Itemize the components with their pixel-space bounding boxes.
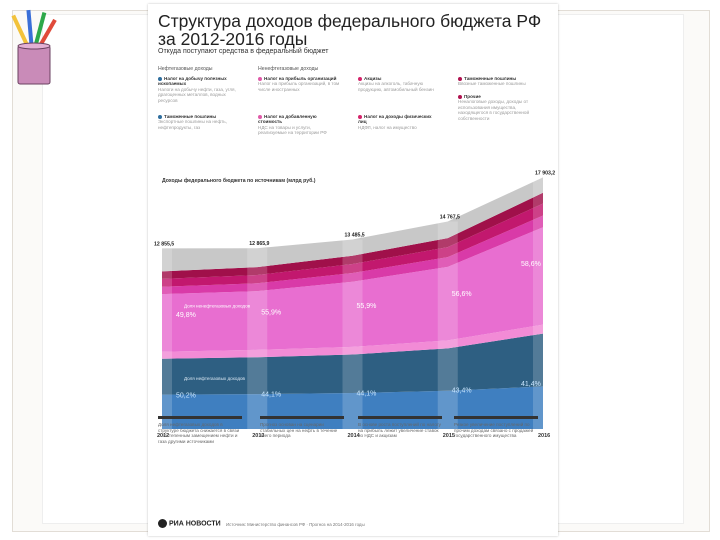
legend-item-note: Ввозные таможенные пошлины	[458, 81, 526, 87]
legend-non-oil-gas-header: Ненефтегазовые доходы	[258, 66, 319, 72]
area-series-0	[162, 386, 543, 429]
year-label: 2014	[348, 433, 361, 439]
oil-gas-share-label: 43,4%	[452, 388, 472, 395]
oil-gas-caption: Доля нефтегазовых доходов	[184, 376, 246, 381]
legend-dot-icon	[458, 94, 462, 99]
legend-item-note: Налог на прибыль организаций, в том числ…	[258, 81, 340, 92]
legend-item-note: Акцизы на алкоголь, табачную продукцию, …	[358, 81, 434, 92]
legend-item-nds: Налог на добавленную стоимость НДС на тов…	[258, 114, 340, 136]
legend-dot-icon	[258, 76, 262, 81]
total-label: 17 903,2	[535, 170, 555, 176]
year-column	[152, 248, 172, 429]
legend-item-note: НДС на товары и услуги, реализуемые на т…	[258, 124, 327, 136]
legend-item-title: Прочие	[464, 94, 481, 99]
non-oil-gas-share-label: 56,6%	[452, 291, 472, 298]
note-2: Прогноз основан на сценарии стабильных ц…	[260, 416, 344, 439]
legend-dot-icon	[258, 114, 262, 119]
legend-item-note: Неналоговые доходы, доходы от использова…	[458, 99, 530, 121]
area-series-2	[162, 324, 543, 359]
pencils	[11, 9, 57, 47]
legend-item-note: НДФЛ, налог на имущество	[358, 124, 417, 130]
year-label: 2013	[252, 433, 264, 439]
non-oil-gas-share-label: 58,6%	[521, 261, 541, 268]
year-column	[247, 248, 268, 429]
legend-item-other: Прочие Неналоговые доходы, доходы от испо…	[458, 94, 540, 121]
legend-dot-icon	[358, 114, 362, 119]
area-series-6	[162, 192, 543, 279]
legend-dot-icon	[358, 76, 362, 81]
legend-oil-gas-header: Нефтегазовые доходы	[158, 66, 213, 72]
legend-item-profit: Налог на прибыль организаций Налог на при…	[258, 76, 340, 92]
total-label: 14 767,5	[440, 214, 460, 220]
area-series-4	[162, 215, 543, 295]
legend-dot-icon	[458, 76, 462, 81]
legend-item-customs: Таможенные пошлины Ввозные таможенные пош…	[458, 76, 540, 87]
oil-gas-share-label: 44,1%	[261, 392, 281, 399]
total-label: 12 855,5	[154, 241, 174, 247]
legend-item-note: Экспортные пошлины на нефть, нефтепродук…	[158, 119, 227, 130]
infographic: Структура доходов федерального бюджета Р…	[148, 4, 558, 536]
area-series-5	[162, 203, 543, 287]
legend-item-title: Акцизы	[364, 76, 382, 81]
non-oil-gas-share-label: 49,8%	[176, 312, 196, 319]
legend-item-title: Налог на добавленную стоимость	[258, 114, 317, 125]
pencil-cup-icon	[11, 9, 57, 85]
area-series-1	[162, 333, 543, 395]
legend-item-title: Налог на доходы физических лиц	[358, 114, 432, 125]
ria-logo-icon	[158, 519, 167, 528]
revenue-area-chart: Доходы федерального бюджета по источника…	[152, 170, 555, 439]
total-label: 13 485,5	[345, 232, 365, 238]
year-label: 2012	[157, 433, 169, 439]
legend-item-ndpi: Налог на добычу полезных ископаемых Налог…	[158, 76, 240, 103]
oil-gas-share-label: 44,1%	[357, 390, 377, 397]
source-footer: Источник: Министерство финансов РФ · Про…	[226, 522, 365, 527]
legend-item-title: Таможенные пошлины	[164, 114, 217, 119]
oil-gas-share-label: 41,4%	[521, 381, 541, 388]
year-column	[437, 221, 458, 429]
page-title: Структура доходов федерального бюджета Р…	[158, 11, 542, 49]
year-label: 2016	[538, 433, 550, 439]
legend-dot-icon	[158, 76, 162, 81]
year-column	[342, 239, 363, 429]
non-oil-gas-caption: Доля ненефтегазовых доходов	[184, 303, 251, 308]
year-column	[533, 177, 553, 429]
legend-item-import: Налог на доходы физических лиц НДФЛ, нало…	[358, 114, 440, 130]
non-oil-gas-share-label: 55,9%	[357, 303, 377, 310]
page-subtitle: Откуда поступают средства в федеральный …	[158, 48, 329, 55]
chart-title: Доходы федерального бюджета по источника…	[162, 177, 316, 184]
non-oil-gas-share-label: 55,9%	[261, 310, 281, 317]
ria-logo: РИА НОВОСТИ	[158, 519, 221, 528]
area-series-7	[162, 177, 543, 272]
legend-item-title: Налог на прибыль организаций	[264, 76, 337, 81]
legend-dot-icon	[158, 114, 162, 119]
note-4: Резкое увеличение поступлений по прочим …	[454, 416, 538, 439]
legend-item-excise: Акцизы Акцизы на алкоголь, табачную проду…	[358, 76, 440, 92]
note-3: В основе роста поступлений по налогу на …	[358, 416, 442, 439]
note-1: Доля нефтегазовых доходов в структуре бю…	[158, 416, 242, 444]
total-label: 12 865,9	[249, 241, 269, 247]
year-label: 2015	[443, 433, 455, 439]
area-series-3	[162, 227, 543, 352]
legend-item-note: Налоги на добычу нефти, газа, угля, драг…	[158, 86, 236, 103]
legend-item-export: Таможенные пошлины Экспортные пошлины на …	[158, 114, 240, 130]
legend-item-title: Таможенные пошлины	[464, 76, 517, 81]
legend-item-title: Налог на добычу полезных ископаемых	[158, 76, 227, 87]
oil-gas-share-label: 50,2%	[176, 392, 196, 399]
